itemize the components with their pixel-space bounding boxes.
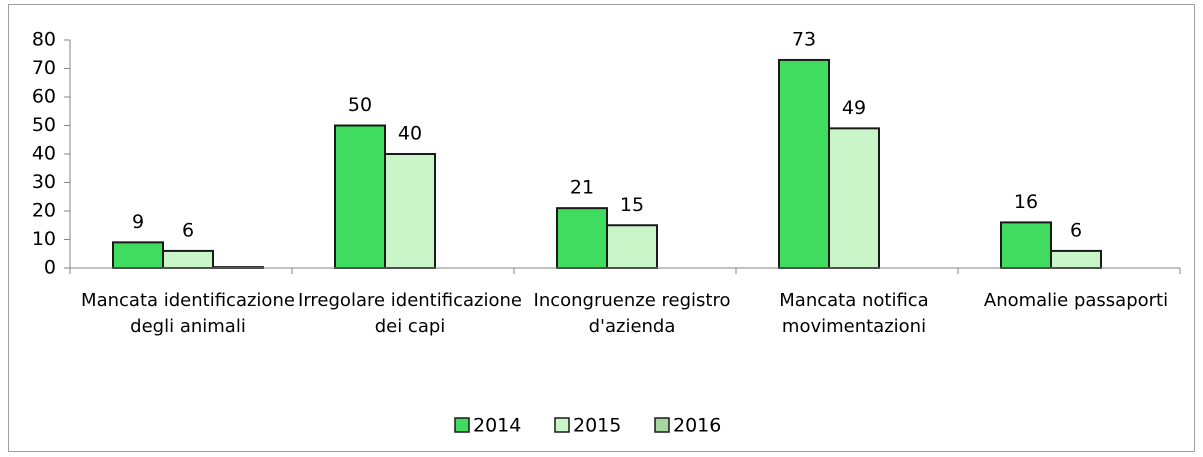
- data-label: 6: [182, 219, 194, 241]
- data-label: 15: [620, 194, 644, 216]
- bar: [334, 124, 386, 269]
- bar: [162, 249, 214, 269]
- legend-swatch: [654, 417, 670, 433]
- x-tick-label: Anomalie passaporti: [983, 290, 1169, 311]
- bar: [778, 58, 830, 270]
- y-tick-label: 20: [32, 200, 56, 222]
- y-tick-label: 10: [32, 228, 56, 250]
- x-tick-label: Mancata identificazione degli animali: [81, 290, 295, 337]
- y-tick-label: 30: [32, 171, 56, 193]
- data-label: 9: [132, 211, 144, 233]
- data-label: 16: [1014, 191, 1038, 213]
- bar: [606, 224, 658, 269]
- legend-swatch: [454, 417, 470, 433]
- bar: [112, 241, 164, 270]
- data-label: 40: [398, 123, 422, 145]
- legend-label: 2016: [673, 415, 721, 437]
- x-tick-label: Mancata notifica movimentazioni: [779, 290, 929, 337]
- y-tick-label: 60: [32, 86, 56, 108]
- bar: [828, 127, 880, 269]
- y-tick-label: 50: [32, 114, 56, 136]
- legend-label: 2014: [473, 415, 521, 437]
- bar: [1050, 249, 1102, 269]
- y-tick-label: 0: [44, 257, 56, 279]
- data-label: 49: [842, 97, 866, 119]
- legend-label: 2015: [573, 415, 621, 437]
- data-label: 73: [792, 28, 816, 50]
- x-tick-label: Irregolare identificazione dei capi: [298, 290, 522, 337]
- y-tick-label: 70: [32, 57, 56, 79]
- legend-swatch: [554, 417, 570, 433]
- x-tick-label: Incongruenze registro d'azienda: [533, 290, 731, 337]
- data-label: 50: [348, 94, 372, 116]
- bar: [384, 153, 436, 269]
- y-tick-label: 80: [32, 29, 56, 51]
- data-label: 6: [1070, 219, 1082, 241]
- bar: [556, 207, 608, 269]
- y-tick-label: 40: [32, 143, 56, 165]
- bar: [1000, 221, 1052, 269]
- data-label: 21: [570, 177, 594, 199]
